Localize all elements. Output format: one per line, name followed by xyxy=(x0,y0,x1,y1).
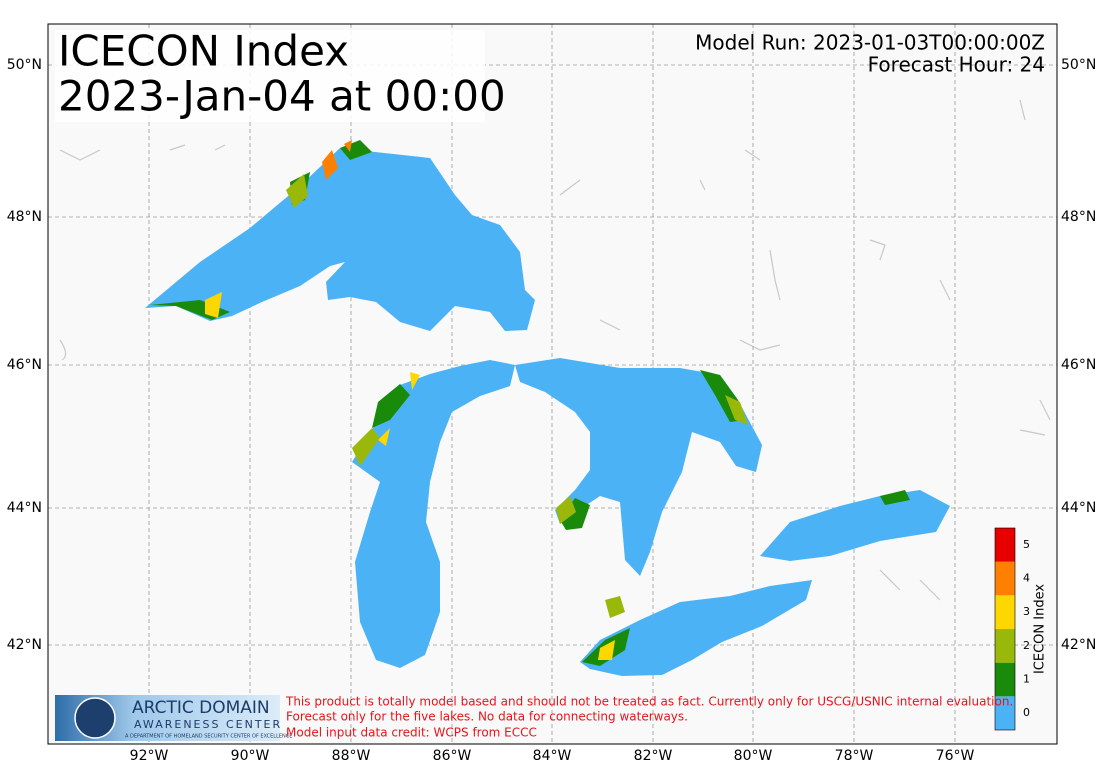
colorbar-frame xyxy=(994,527,1016,731)
lake-ontario xyxy=(760,490,950,561)
logo-globe xyxy=(74,697,116,739)
lon-label: 92°W xyxy=(130,748,169,764)
lat-label: 46°N xyxy=(1061,357,1096,373)
colorbar-label: 4 xyxy=(1023,572,1030,585)
forecast-hour: Forecast Hour: 24 xyxy=(868,53,1045,77)
lat-label: 48°N xyxy=(7,209,42,225)
colorbar-segment xyxy=(995,528,1015,562)
lat-label: 42°N xyxy=(1061,637,1096,653)
map-frame xyxy=(47,23,1058,745)
disclaimer: Model input data credit: WCPS from ECCC xyxy=(286,726,537,740)
lat-label: 48°N xyxy=(1061,209,1096,225)
colorbar-segment xyxy=(995,561,1015,596)
lake-erie xyxy=(580,580,812,676)
colorbar-label: 1 xyxy=(1023,673,1030,686)
lake-michigan xyxy=(352,360,515,668)
lon-label: 86°W xyxy=(433,748,472,764)
colorbar-label: 3 xyxy=(1023,605,1030,618)
lat-label: 50°N xyxy=(7,57,42,73)
colorbar-segment xyxy=(995,696,1015,730)
lat-label: 50°N xyxy=(1061,57,1096,73)
logo-name: ARCTIC DOMAIN xyxy=(132,698,270,718)
title: ICECON Index xyxy=(58,27,349,76)
lon-label: 90°W xyxy=(231,748,270,764)
lat-label: 44°N xyxy=(7,500,42,516)
logo: ARCTIC DOMAIN AWARENESS CENTER A DEPARTM… xyxy=(55,695,292,741)
disclaimer: This product is totally model based and … xyxy=(285,695,1013,709)
colorbar-label: 5 xyxy=(1023,538,1030,551)
colorbar-segment xyxy=(995,662,1015,697)
lat-label: 46°N xyxy=(7,357,42,373)
lon-label: 80°W xyxy=(734,748,773,764)
lake-superior xyxy=(145,148,535,331)
longitude-labels: 92°W 90°W 88°W 86°W 84°W 82°W 80°W 78°W … xyxy=(130,748,975,764)
colorbar: ICECON Index 0 1 2 3 4 5 xyxy=(994,527,1048,731)
lon-label: 84°W xyxy=(533,748,572,764)
logo-tagline: A DEPARTMENT OF HOMELAND SECURITY CENTER… xyxy=(125,734,292,740)
latitude-labels: 50°N 48°N 46°N 44°N 42°N 50°N 48°N 46°N … xyxy=(7,57,1097,653)
colorbar-label: 0 xyxy=(1023,706,1030,719)
lon-label: 88°W xyxy=(332,748,371,764)
colorbar-segment xyxy=(995,595,1015,629)
lat-label: 42°N xyxy=(7,637,42,653)
lon-label: 78°W xyxy=(835,748,874,764)
lake-huron xyxy=(515,358,762,576)
lon-label: 76°W xyxy=(936,748,975,764)
model-run: Model Run: 2023-01-03T00:00:00Z xyxy=(695,31,1045,55)
title-backdrop xyxy=(55,30,485,122)
colorbar-title: ICECON Index xyxy=(1033,584,1048,674)
valid-time: 2023-Jan-04 at 00:00 xyxy=(58,72,506,121)
disclaimer: Forecast only for the five lakes. No dat… xyxy=(286,710,688,724)
land-features xyxy=(59,99,1051,656)
lakes xyxy=(145,140,950,676)
colorbar-segment xyxy=(995,629,1015,663)
logo-subname: AWARENESS CENTER xyxy=(134,718,282,731)
lat-label: 44°N xyxy=(1061,500,1096,516)
colorbar-label: 2 xyxy=(1023,639,1030,652)
lon-label: 82°W xyxy=(634,748,673,764)
